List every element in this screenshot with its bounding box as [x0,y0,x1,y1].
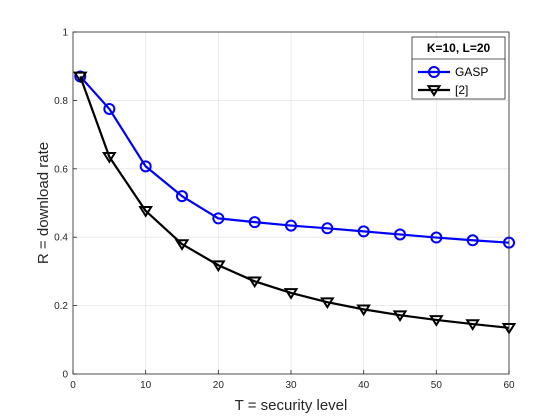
x-tick-label: 10 [140,380,152,391]
data-point-marker [466,234,479,247]
legend-label: GASP [455,65,488,79]
data-point-marker [247,276,262,289]
data-point-marker [139,160,152,173]
series-2 [72,71,517,335]
y-tick-label: 0.6 [54,164,68,175]
series-layer [72,70,517,335]
x-tick-label: 60 [503,380,515,391]
x-axis-label: T = security level [235,397,348,414]
x-tick-label: 40 [358,380,370,391]
x-tick-label: 0 [70,380,76,391]
series-1 [74,70,515,249]
y-tick-label: 1 [62,28,68,39]
legend-marker [426,85,442,97]
series-line [79,75,510,244]
data-point-marker [283,288,299,300]
data-point-marker [356,304,371,317]
x-tick-label: 50 [431,380,443,391]
y-tick-label: 0.8 [54,96,68,107]
data-point-marker [465,319,480,331]
data-point-marker [174,239,190,251]
data-point-marker [102,151,117,164]
x-tick-label: 20 [213,380,225,391]
legend-title: K=10, L=20 [427,41,491,55]
data-point-marker [212,212,225,225]
data-point-marker [211,260,226,273]
data-point-marker [103,102,116,115]
legend-entry-2: [2] [418,83,468,97]
data-point-marker [320,297,335,310]
data-point-marker [321,222,334,235]
y-tick-label: 0 [62,370,68,381]
data-point-marker [285,219,297,232]
legend: K=10, L=20 GASP [2] [411,36,506,100]
data-point-marker [429,315,444,327]
data-point-marker [176,190,188,203]
ticks: 0 10 20 30 40 50 60 0 0.2 0.4 0.6 0.8 1 [54,28,515,392]
y-axis-label: R = download rate [35,142,52,264]
data-point-marker [248,216,261,229]
legend-label: [2] [455,83,468,97]
data-point-marker [72,71,88,84]
data-point-marker [357,225,370,238]
y-tick-label: 0.4 [54,233,68,244]
legend-entry-1: GASP [418,65,488,79]
legend-marker [428,66,440,78]
series-line [79,76,510,329]
data-point-marker [430,231,443,244]
legend-box [411,36,506,100]
data-point-marker [138,206,153,218]
y-tick-label: 0.2 [54,301,68,312]
data-point-marker [392,310,408,323]
x-tick-label: 30 [285,380,297,391]
data-point-marker [394,228,406,241]
